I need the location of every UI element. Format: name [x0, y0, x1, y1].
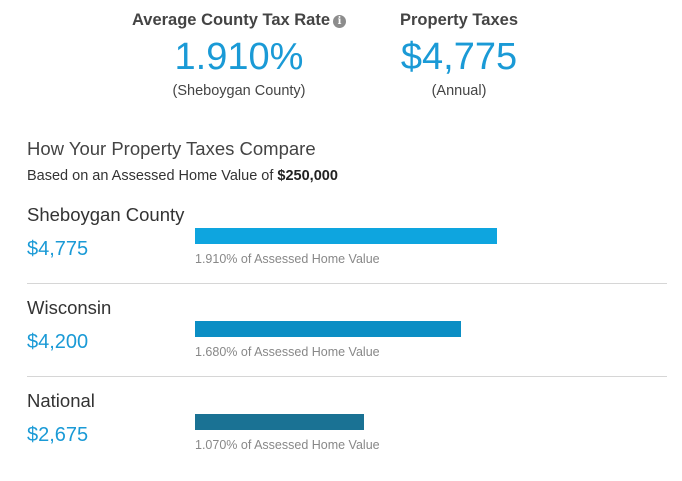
row-amount: $4,775 — [27, 238, 89, 260]
average-tax-rate-label-text: Average County Tax Rate — [131, 11, 331, 29]
comparison-row-national: National $2,675 1.070% of Assessed Home … — [27, 388, 667, 481]
bar-track — [195, 414, 625, 430]
bar-national — [195, 414, 364, 430]
bar-county — [195, 228, 497, 244]
bar-track — [195, 228, 625, 244]
average-tax-rate-label: Average County Tax Rate i — [120, 10, 358, 30]
row-amount: $2,675 — [27, 424, 89, 446]
property-taxes-stat: Property Taxes $4,775 (Annual) — [378, 10, 540, 100]
bar-caption: 1.910% of Assessed Home Value — [195, 252, 380, 266]
row-name: Wisconsin — [27, 297, 112, 318]
property-taxes-period: (Annual) — [431, 83, 487, 99]
bar-state — [195, 321, 461, 337]
comparison-row-county: Sheboygan County $4,775 1.910% of Assess… — [27, 202, 667, 295]
property-taxes-label: Property Taxes — [400, 11, 518, 29]
average-tax-rate-stat: Average County Tax Rate i 1.910% (Sheboyg… — [120, 10, 358, 100]
divider — [27, 283, 667, 284]
tax-summary: Average County Tax Rate i 1.910% (Sheboyg… — [0, 10, 682, 110]
average-tax-rate-county: (Sheboygan County) — [172, 83, 306, 99]
compare-title: How Your Property Taxes Compare — [27, 138, 316, 159]
property-taxes-value: $4,775 — [400, 36, 518, 78]
info-icon[interactable]: i — [333, 15, 347, 28]
average-tax-rate-value: 1.910% — [174, 36, 304, 78]
bar-caption: 1.070% of Assessed Home Value — [195, 438, 380, 452]
compare-subtitle-prefix: Based on an Assessed Home Value of — [27, 168, 278, 184]
bar-caption: 1.680% of Assessed Home Value — [195, 345, 380, 359]
compare-subtitle: Based on an Assessed Home Value of $250,… — [27, 167, 338, 185]
row-name: Sheboygan County — [27, 204, 185, 225]
row-amount: $4,200 — [27, 331, 89, 353]
row-name: National — [27, 390, 95, 411]
comparison-row-state: Wisconsin $4,200 1.680% of Assessed Home… — [27, 295, 667, 388]
divider — [27, 376, 667, 377]
assessed-home-value: $250,000 — [277, 168, 338, 184]
bar-track — [195, 321, 625, 337]
